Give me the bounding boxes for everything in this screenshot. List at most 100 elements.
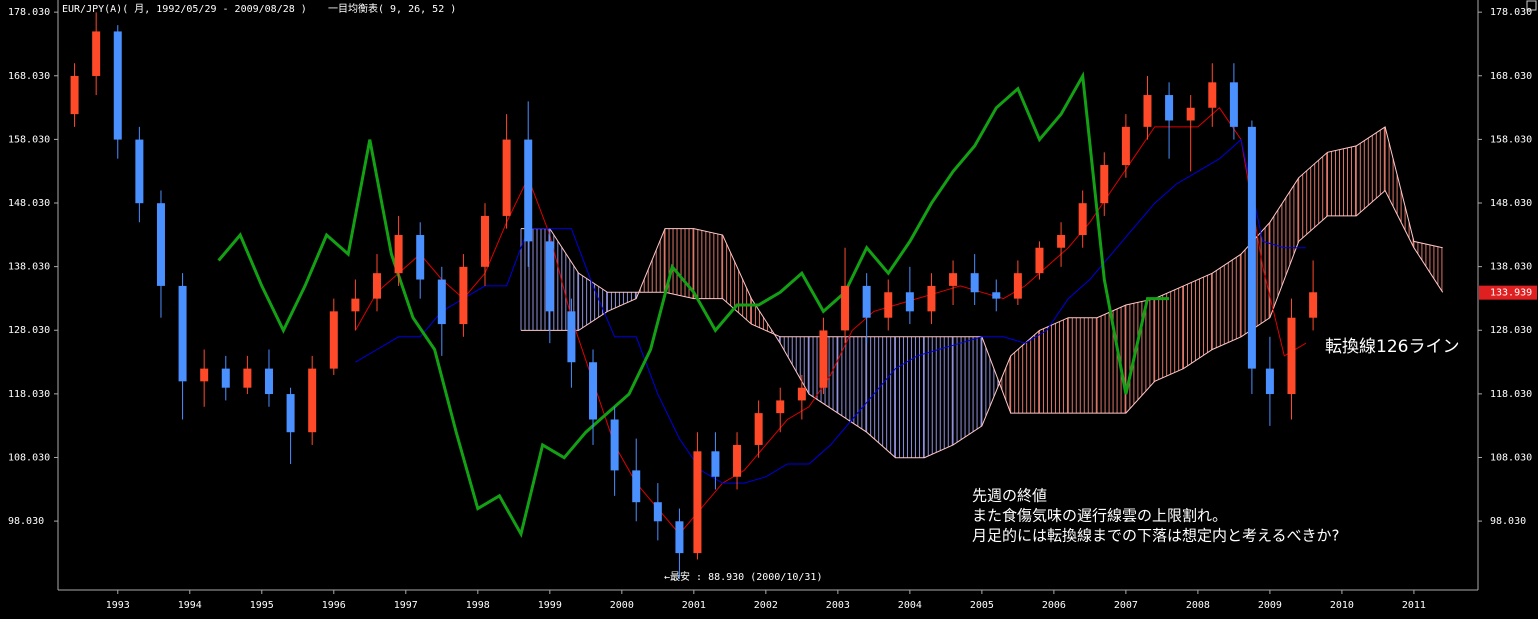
- candle-body: [567, 311, 576, 363]
- candle-body: [545, 241, 554, 312]
- chart-subtitle: 一目均衡表( 9, 26, 52 ): [328, 2, 456, 15]
- x-tick-label: 2006: [1042, 600, 1066, 611]
- low-annotation: ←最安 : 88.930 (2000/10/31): [664, 570, 822, 583]
- x-tick-label: 1993: [106, 600, 130, 611]
- y-tick-label: 158.030: [8, 134, 50, 145]
- cloud-span-a: [521, 126, 1443, 459]
- candle-body: [1247, 126, 1256, 369]
- candle-body: [970, 273, 979, 293]
- candle-body: [264, 368, 273, 395]
- y-tick-label: 138.030: [1490, 262, 1532, 273]
- x-tick-label: 2008: [1186, 600, 1210, 611]
- candle-body: [1121, 126, 1130, 166]
- candle-body: [610, 419, 619, 471]
- candle-body: [754, 413, 763, 445]
- x-tick-label: 1994: [178, 600, 202, 611]
- window-button[interactable]: [1526, 0, 1537, 11]
- note: 転換線126ライン: [1325, 337, 1459, 357]
- candle-body: [308, 368, 317, 433]
- candle-body: [693, 451, 702, 554]
- x-tick-label: 1997: [394, 600, 418, 611]
- candle-body: [992, 292, 1001, 299]
- y-tick-label: 178.030: [1490, 7, 1532, 18]
- candle-body: [1035, 247, 1044, 274]
- x-tick-label: 1998: [466, 600, 490, 611]
- candle-body: [70, 75, 79, 115]
- candle-body: [459, 266, 468, 325]
- x-tick-label: 2004: [898, 600, 922, 611]
- y-tick-label: 148.030: [8, 198, 50, 209]
- candle-body: [156, 203, 165, 286]
- candle-body: [711, 451, 720, 477]
- y-tick-label: 98.030: [8, 516, 44, 527]
- y-tick-label: 118.030: [8, 389, 50, 400]
- x-tick-label: 2002: [754, 600, 778, 611]
- candle-body: [394, 235, 403, 274]
- candle-body: [1100, 165, 1109, 204]
- x-tick-label: 2009: [1258, 600, 1282, 611]
- y-tick-label: 108.030: [8, 452, 50, 463]
- x-tick-label: 1996: [322, 600, 346, 611]
- candle-body: [481, 215, 490, 267]
- y-tick-label: 108.030: [1490, 452, 1532, 463]
- candle-body: [797, 387, 806, 401]
- candle-body: [1013, 273, 1022, 299]
- candle-body: [221, 368, 230, 388]
- candle-body: [1057, 235, 1066, 248]
- candle-body: [1287, 317, 1296, 395]
- candle-body: [1165, 95, 1174, 121]
- candle-body: [1265, 368, 1274, 395]
- candle-body: [1186, 107, 1195, 121]
- x-tick-label: 2003: [826, 600, 850, 611]
- last-price-box: [1479, 285, 1537, 300]
- candle-body: [632, 470, 641, 503]
- y-tick-label: 138.030: [8, 262, 50, 273]
- candle-body: [200, 368, 209, 382]
- candle-body: [113, 31, 122, 140]
- candle-body: [819, 330, 828, 388]
- candle-body: [949, 273, 958, 286]
- candle-body: [1229, 82, 1238, 127]
- candle-body: [286, 394, 295, 433]
- x-tick-label: 2000: [610, 600, 634, 611]
- candle-body: [437, 279, 446, 325]
- candle-body: [841, 285, 850, 331]
- y-tick-label: 128.030: [8, 325, 50, 336]
- y-tick-label: 148.030: [1490, 198, 1532, 209]
- candle-body: [862, 285, 871, 318]
- kijun-line: [355, 138, 1306, 484]
- y-tick-label: 128.030: [1490, 325, 1532, 336]
- candle-body: [1309, 292, 1318, 318]
- candle-body: [135, 139, 144, 204]
- plot-area: 98.030 98.030 108.030 108.030 118.030 118.030…: [8, 7, 1537, 611]
- y-tick-label: 118.030: [1490, 389, 1532, 400]
- candle-body: [1143, 95, 1152, 127]
- chart-title: EUR/JPY(A)( 月, 1992/05/29 - 2009/08/28 ): [62, 3, 307, 15]
- y-tick-label: 158.030: [1490, 134, 1532, 145]
- candle-body: [502, 139, 511, 216]
- comment-line: また食傷気味の遅行線雲の上限割れ。: [972, 507, 1227, 525]
- candle-body: [675, 521, 684, 554]
- last-price-label: 133.939: [1490, 288, 1532, 299]
- candle-body: [905, 292, 914, 312]
- comment-line: 先週の終値: [972, 487, 1047, 505]
- candle-body: [1078, 203, 1087, 236]
- candle-body: [92, 31, 101, 76]
- y-tick-label: 168.030: [1490, 71, 1532, 82]
- candle-body: [329, 311, 338, 369]
- candle-body: [1208, 82, 1217, 108]
- candle-body: [178, 285, 187, 382]
- candle-body: [372, 273, 381, 299]
- candle-body: [243, 368, 252, 388]
- candle-body: [927, 285, 936, 312]
- candle-body: [589, 362, 598, 420]
- x-tick-label: 2005: [970, 600, 994, 611]
- candle-body: [653, 502, 662, 522]
- x-tick-label: 2011: [1402, 600, 1426, 611]
- x-tick-label: 2010: [1330, 600, 1354, 611]
- x-tick-label: 1995: [250, 600, 274, 611]
- x-tick-label: 2001: [682, 600, 706, 611]
- candle-body: [524, 139, 533, 242]
